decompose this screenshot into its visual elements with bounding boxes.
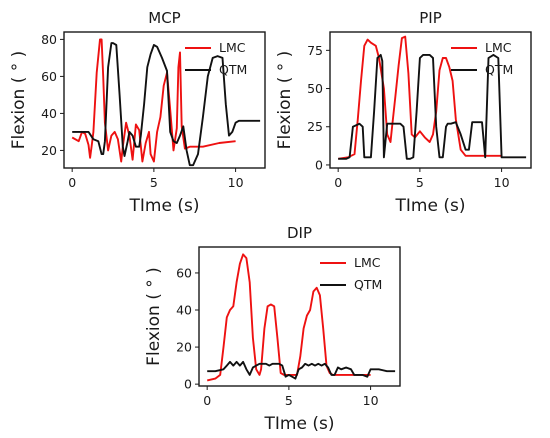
panel-mcp: MCP 0 5 10 20 40 60 80 TIme (s) Flexion ( ° ) LMC Q… bbox=[9, 9, 266, 216]
plot-frame bbox=[198, 246, 401, 387]
series-line-lmc bbox=[206, 253, 371, 382]
x-tick-label: 10 bbox=[494, 175, 510, 190]
panel-dip: DIP 0 5 10 0 20 40 60 TIme (s) Flexion ( ° ) LMC QT… bbox=[144, 224, 401, 434]
x-axis-label: TIme (s) bbox=[129, 196, 200, 216]
y-axis-label: Flexion ( ° ) bbox=[9, 51, 29, 150]
x-tick-label: 5 bbox=[285, 393, 293, 408]
y-tick-label: 20 bbox=[176, 340, 192, 355]
x-tick-label: 10 bbox=[228, 175, 244, 190]
x-tick-label: 5 bbox=[416, 175, 424, 190]
plot-frame bbox=[329, 31, 532, 169]
legend-label-lmc: LMC bbox=[485, 40, 512, 55]
x-tick-label: 5 bbox=[150, 175, 158, 190]
series-line-lmc bbox=[338, 35, 502, 160]
series-line-qtm bbox=[207, 360, 396, 380]
legend-label-lmc: LMC bbox=[354, 255, 381, 270]
legend: LMC QTM bbox=[320, 255, 382, 292]
x-tick-label: 0 bbox=[68, 175, 76, 190]
plot-frame bbox=[63, 31, 266, 169]
y-tick-label: 20 bbox=[41, 143, 57, 158]
y-tick-label: 75 bbox=[307, 43, 323, 58]
y-tick-label: 50 bbox=[307, 81, 323, 96]
y-tick-label: 40 bbox=[41, 106, 57, 121]
legend-label-qtm: QTM bbox=[219, 62, 247, 77]
y-tick-label: 0 bbox=[315, 157, 323, 172]
panel-title: PIP bbox=[419, 9, 442, 27]
panel-title: DIP bbox=[287, 224, 312, 242]
series-line-lmc bbox=[71, 38, 236, 163]
legend-label-qtm: QTM bbox=[354, 277, 382, 292]
legend-label-qtm: QTM bbox=[485, 62, 513, 77]
y-tick-label: 0 bbox=[184, 377, 192, 392]
y-axis-label: Flexion ( ° ) bbox=[275, 51, 295, 150]
legend: LMC QTM bbox=[451, 40, 513, 77]
legend-label-lmc: LMC bbox=[219, 40, 246, 55]
x-tick-label: 10 bbox=[363, 393, 379, 408]
y-tick-label: 25 bbox=[307, 119, 323, 134]
x-axis-label: TIme (s) bbox=[395, 196, 466, 216]
series-line-qtm bbox=[338, 53, 527, 160]
legend: LMC QTM bbox=[185, 40, 247, 77]
series-line-qtm bbox=[72, 42, 261, 167]
y-axis-label: Flexion ( ° ) bbox=[144, 267, 164, 366]
x-tick-label: 0 bbox=[334, 175, 342, 190]
x-axis-label: TIme (s) bbox=[264, 414, 335, 434]
panel-pip: PIP 0 5 10 0 25 50 75 TIme (s) Flexion ( ° ) LMC QT… bbox=[275, 9, 532, 216]
panel-title: MCP bbox=[148, 9, 180, 27]
y-tick-label: 40 bbox=[176, 303, 192, 318]
y-tick-label: 60 bbox=[176, 265, 192, 280]
y-tick-label: 60 bbox=[41, 69, 57, 84]
x-tick-label: 0 bbox=[203, 393, 211, 408]
y-tick-label: 80 bbox=[41, 32, 57, 47]
